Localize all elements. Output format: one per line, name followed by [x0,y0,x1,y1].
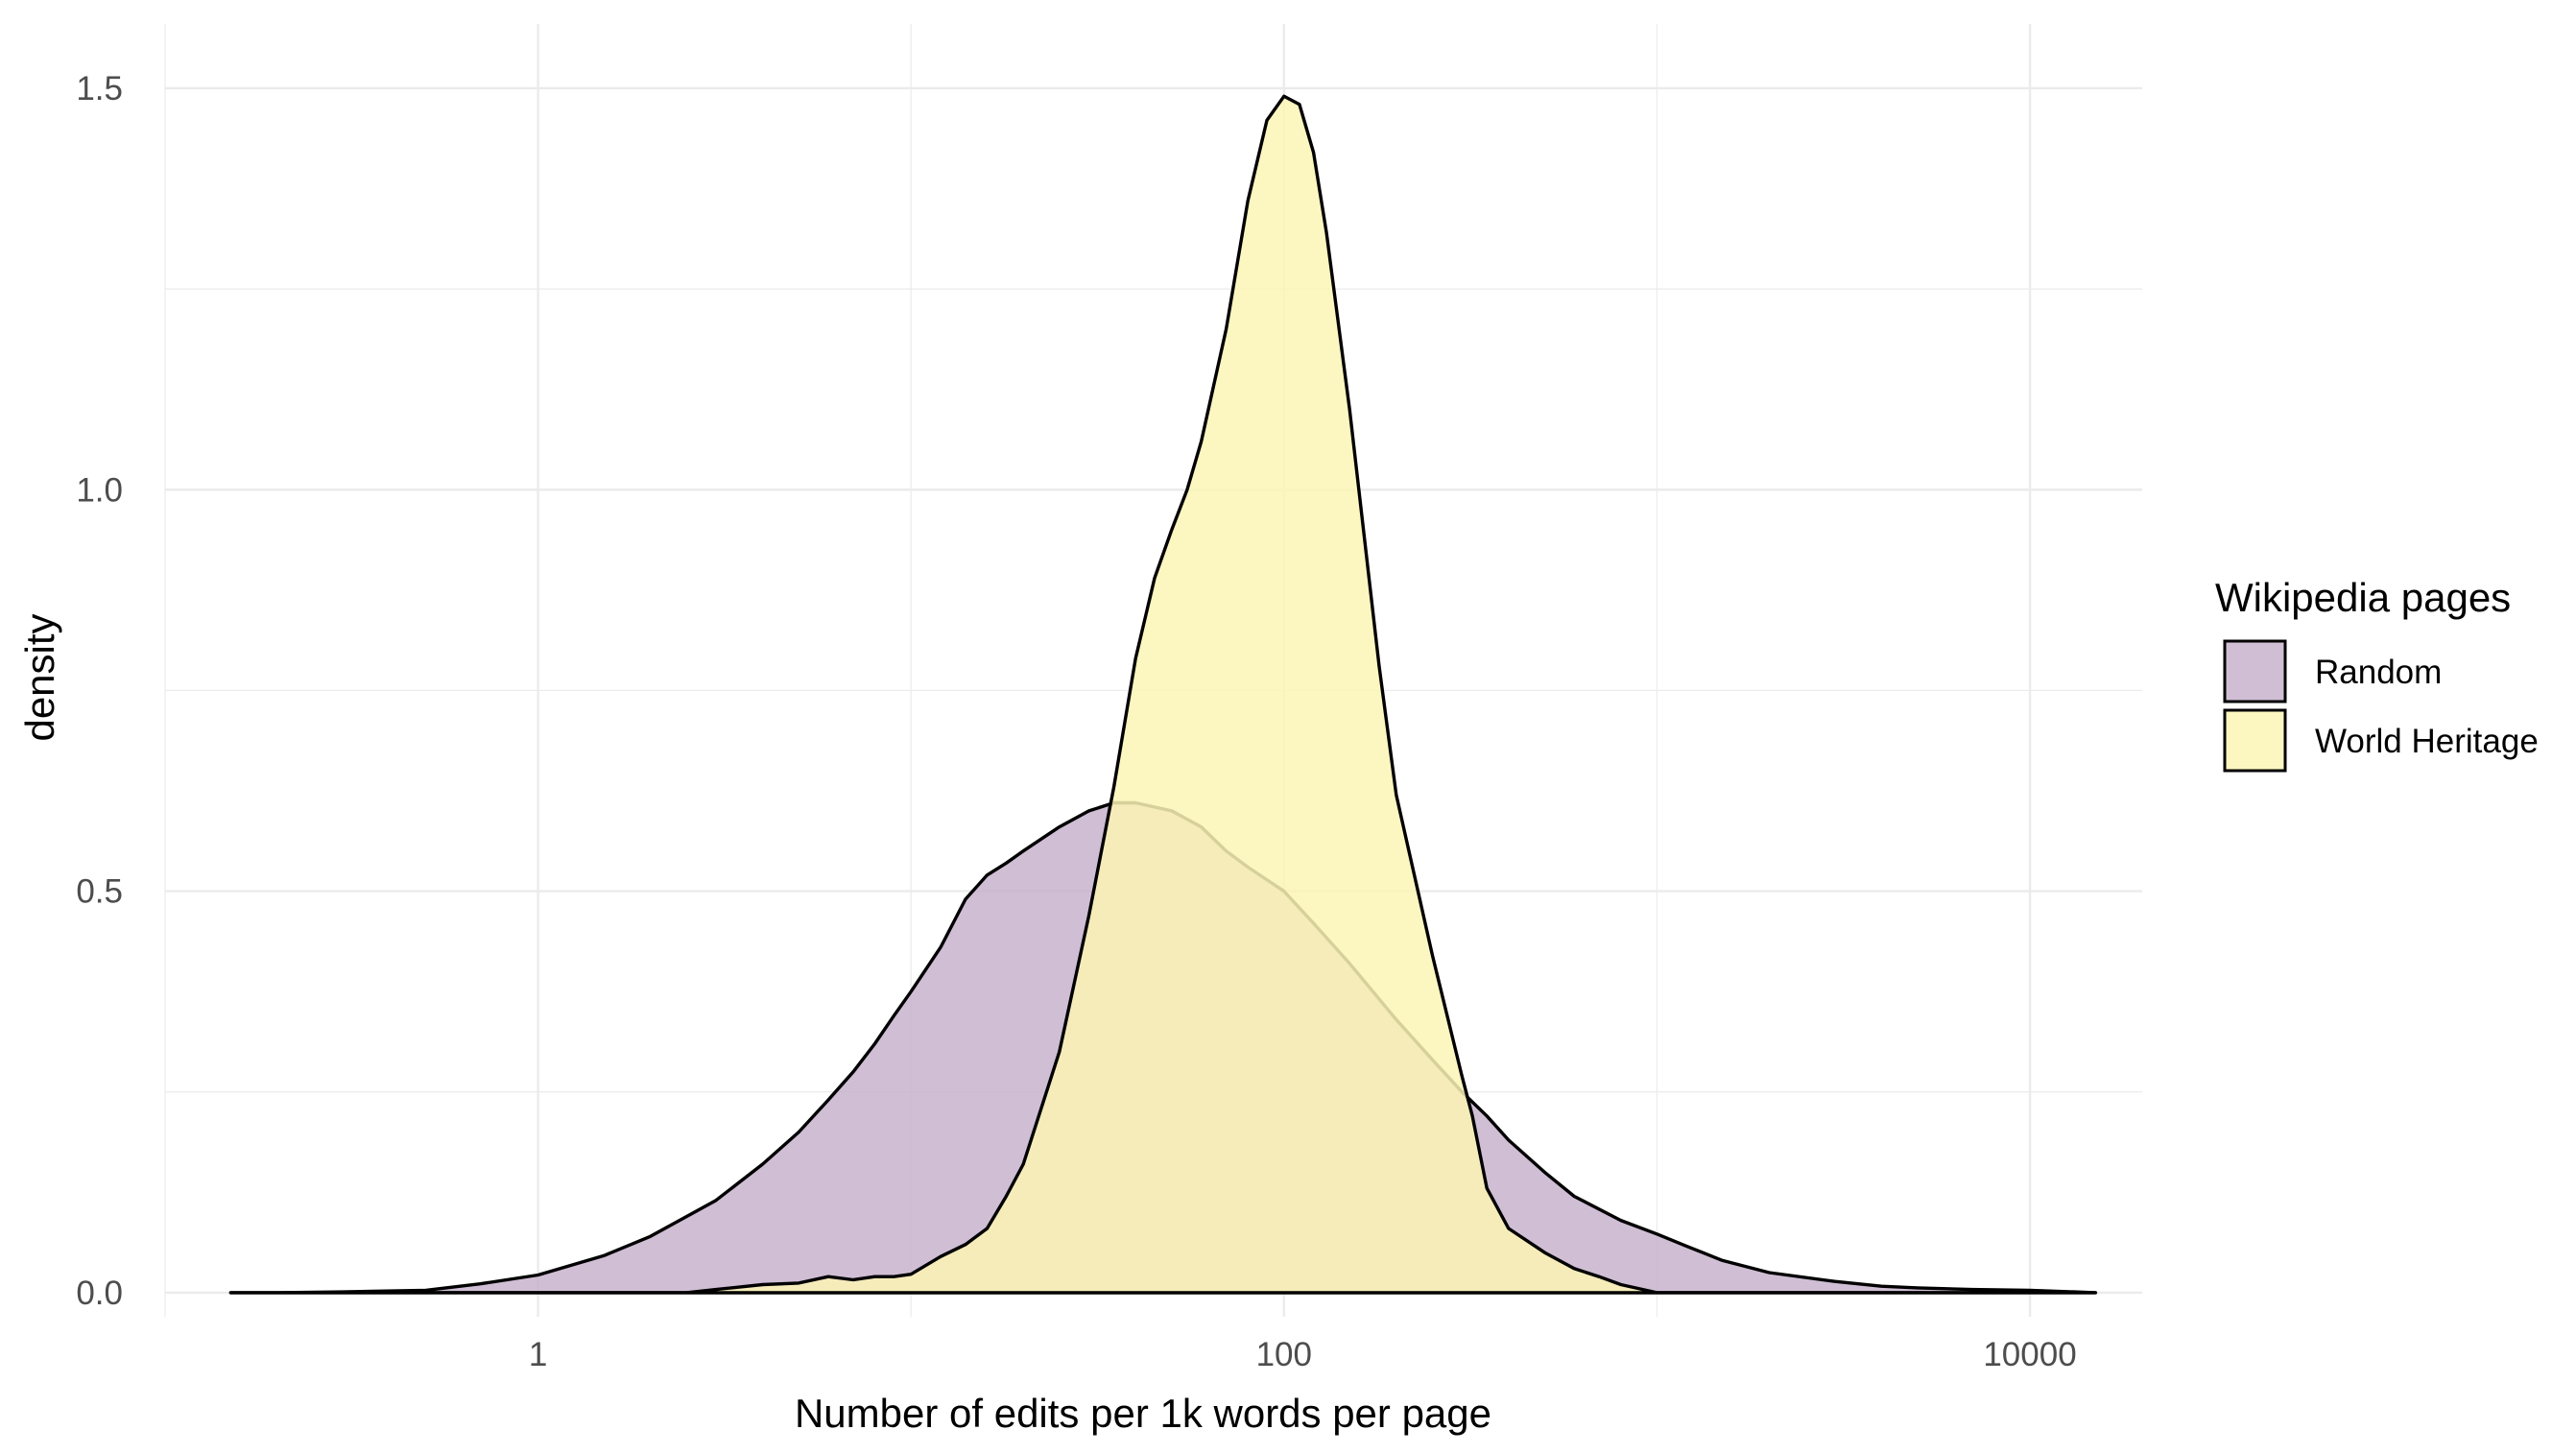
x-tick-label: 1 [529,1336,547,1373]
legend-label: World Heritage [2315,723,2539,760]
x-tick-label: 10000 [1983,1336,2076,1373]
legend-swatch [2223,708,2287,773]
x-axis-title: Number of edits per 1k words per page [795,1391,1491,1436]
x-tick-label: 100 [1256,1336,1312,1373]
legend-swatch [2223,639,2287,703]
legend-items: Random World Heritage [2223,639,2539,773]
density-area-world-heritage [228,94,2098,1295]
y-tick-label: 1.0 [76,471,123,509]
y-tick-label: 1.5 [76,70,123,107]
y-axis-title: density [17,613,62,741]
x-axis-ticks: 1 100 10000 [529,1336,2077,1373]
y-axis-ticks: 0.0 0.5 1.0 1.5 [76,70,123,1312]
legend-label: Random [2315,654,2442,691]
legend: Wikipedia pages Random World Heritage [2215,575,2539,773]
legend-title: Wikipedia pages [2215,575,2511,620]
density-areas [228,94,2098,1295]
y-tick-label: 0.0 [76,1275,123,1312]
y-tick-label: 0.5 [76,873,123,911]
